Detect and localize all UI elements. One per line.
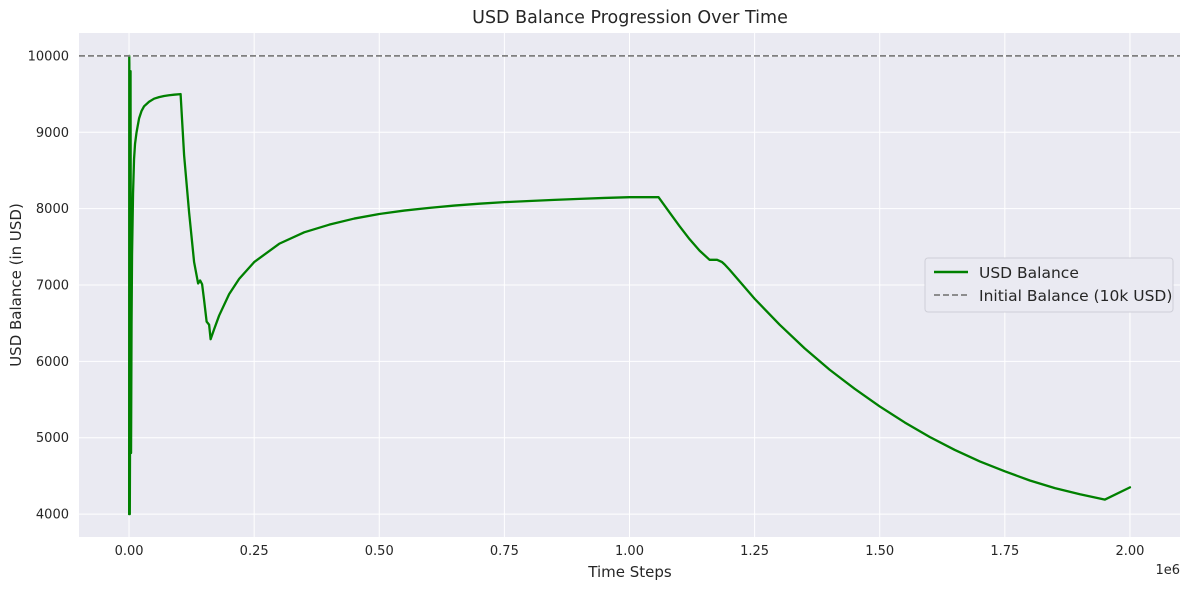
x-tick-label: 1.75	[990, 544, 1019, 559]
x-tick-label: 1.00	[615, 544, 644, 559]
y-tick-label: 5000	[36, 431, 69, 446]
y-axis-ticks: 4000 5000 6000 7000 8000 9000 10000	[28, 49, 69, 522]
legend-box	[924, 257, 1174, 313]
x-tick-label: 0.75	[490, 544, 519, 559]
legend: USD Balance Initial Balance (10k USD)	[924, 257, 1174, 313]
chart-title: USD Balance Progression Over Time	[472, 8, 788, 28]
y-tick-label: 9000	[36, 126, 69, 141]
grid-lines	[79, 33, 1180, 537]
y-tick-label: 8000	[36, 202, 69, 217]
x-axis-title: Time Steps	[587, 563, 672, 581]
y-axis-title: USD Balance (in USD)	[7, 203, 25, 367]
x-axis-offset-label: 1e6	[1155, 563, 1180, 578]
y-tick-label: 4000	[36, 508, 69, 523]
y-tick-label: 6000	[36, 355, 69, 370]
legend-label-initial-balance: Initial Balance (10k USD)	[979, 287, 1172, 305]
series-line-usd-balance	[127, 54, 1132, 516]
series-layer	[79, 54, 1180, 516]
x-tick-label: 0.50	[365, 544, 394, 559]
x-tick-label: 0.00	[115, 544, 144, 559]
x-axis-ticks: 0.00 0.25 0.50 0.75 1.00 1.25 1.50 1.75 2.00	[115, 544, 1145, 559]
x-tick-label: 0.25	[240, 544, 269, 559]
y-tick-label: 10000	[28, 49, 69, 64]
x-tick-label: 1.25	[740, 544, 769, 559]
legend-label-usd-balance: USD Balance	[979, 264, 1079, 282]
y-tick-label: 7000	[36, 279, 69, 294]
x-tick-label: 2.00	[1115, 544, 1144, 559]
x-tick-label: 1.50	[865, 544, 894, 559]
